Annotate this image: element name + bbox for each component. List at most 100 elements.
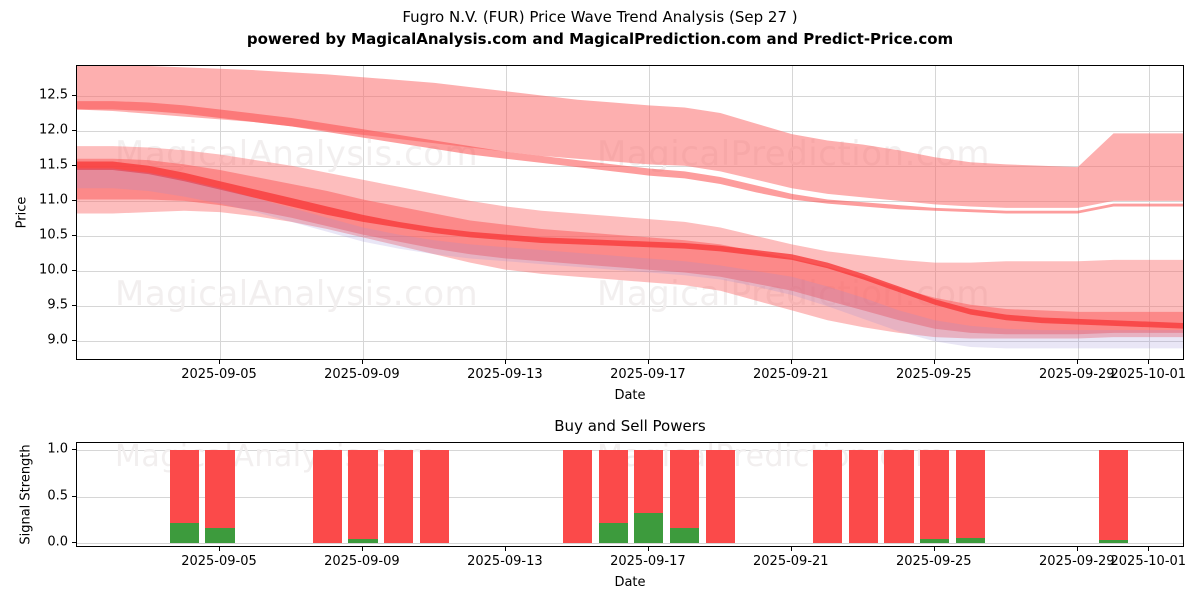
price-x-axis-label: Date: [614, 388, 646, 403]
signal-x-tick-label: 2025-09-17: [610, 554, 686, 569]
signal-x-tick-label: 2025-09-09: [324, 554, 400, 569]
page-title: Fugro N.V. (FUR) Price Wave Trend Analys…: [402, 8, 798, 26]
signal-x-tickmark: [1076, 547, 1078, 551]
buy-power-bar[interactable]: [634, 512, 664, 544]
price-x-tick-label: 2025-09-13: [467, 367, 543, 382]
price-gridline-h: [77, 306, 1183, 308]
signal-gridline-h: [77, 543, 1183, 545]
buy-power-bar[interactable]: [169, 522, 199, 544]
signal-y-axis-label: Signal Strength: [18, 444, 34, 545]
price-band-violet-shadow-band-high: [77, 168, 1183, 349]
price-x-tick-label: 2025-09-09: [324, 367, 400, 382]
buy-power-bar[interactable]: [598, 522, 628, 544]
price-y-axis-label: Price: [14, 196, 30, 229]
signal-x-tick-label: 2025-09-25: [896, 554, 972, 569]
signal-y-tickmark: [72, 495, 76, 497]
signal-y-tickmark: [72, 542, 76, 544]
signal-x-tickmark: [790, 547, 792, 551]
sell-power-bar[interactable]: [419, 450, 450, 544]
price-band-upper-band-outer-high: [77, 66, 1183, 208]
price-y-tickmark: [72, 270, 76, 272]
price-gridline-h: [77, 341, 1183, 343]
price-gridline-v: [220, 66, 221, 359]
price-x-tickmark: [1076, 360, 1078, 364]
price-gridline-h: [77, 95, 1183, 97]
price-x-tick-label: 2025-10-01: [1110, 367, 1187, 382]
price-gridline-v: [934, 66, 936, 359]
sell-power-bar[interactable]: [205, 450, 235, 544]
chart-title-block: Fugro N.V. (FUR) Price Wave Trend Analys…: [0, 6, 1200, 50]
signal-x-tickmark: [361, 547, 363, 551]
sell-power-bar[interactable]: [348, 450, 378, 544]
signal-bars-layer: [77, 443, 1183, 546]
signal-gridline-h: [77, 450, 1183, 452]
price-gridline-h: [77, 200, 1183, 202]
sell-power-bar[interactable]: [384, 450, 414, 544]
sell-power-bar[interactable]: [562, 450, 592, 544]
sell-power-bar[interactable]: [705, 450, 735, 544]
buy-power-bar[interactable]: [205, 528, 235, 544]
price-x-tickmark: [361, 360, 363, 364]
price-gridline-h: [77, 165, 1183, 167]
page-subtitle: powered by MagicalAnalysis.com and Magic…: [246, 30, 954, 48]
signal-x-tick-label: 2025-09-13: [467, 554, 543, 569]
price-x-tick-label: 2025-09-29: [1039, 367, 1115, 382]
price-band-upper-band-inner-high: [77, 101, 1183, 214]
price-gridline-v: [1149, 66, 1151, 359]
price-x-tick-label: 2025-09-25: [896, 367, 972, 382]
signal-y-tick-label: 0.0: [47, 534, 68, 550]
price-band-layers: [77, 66, 1183, 349]
signal-gridline-h: [77, 496, 1183, 498]
sell-power-bar[interactable]: [1098, 450, 1129, 544]
buy-power-bar[interactable]: [670, 528, 700, 544]
sell-power-bar[interactable]: [848, 450, 878, 544]
signal-x-tickmark: [219, 547, 220, 551]
price-y-tickmark: [72, 94, 76, 96]
buy-power-bar[interactable]: [955, 537, 986, 544]
buy-power-bar[interactable]: [348, 538, 378, 544]
price-y-tick-label: 9.5: [47, 297, 68, 313]
signal-y-tickmark: [72, 449, 76, 451]
signal-x-tickmark: [647, 547, 649, 551]
signal-x-tick-label: 2025-10-01: [1110, 554, 1187, 569]
buy-power-bar[interactable]: [1098, 540, 1129, 544]
signal-x-tickmark: [1148, 547, 1150, 551]
signal-y-tick-label: 0.5: [47, 488, 68, 504]
sell-power-bar[interactable]: [812, 450, 843, 544]
price-gridline-v: [648, 66, 650, 359]
signal-plot-area: MagicalAnalysis.com MagicalPrediction.co…: [76, 442, 1184, 547]
price-x-tick-label: 2025-09-17: [610, 367, 686, 382]
price-y-tickmark: [72, 305, 76, 307]
sell-power-bar[interactable]: [670, 450, 700, 544]
price-x-tick-label: 2025-09-05: [181, 367, 257, 382]
sell-power-bar[interactable]: [312, 450, 342, 544]
price-y-tick-label: 10.0: [39, 262, 68, 278]
price-y-tick-label: 9.0: [47, 332, 68, 348]
price-band-core-band-high: [77, 161, 1183, 329]
price-x-tickmark: [790, 360, 792, 364]
sell-power-bar[interactable]: [920, 450, 950, 544]
price-y-tickmark: [72, 199, 76, 201]
price-gridline-h: [77, 271, 1183, 273]
price-y-tick-label: 11.5: [39, 157, 68, 173]
price-gridline-v: [791, 66, 793, 359]
price-gridline-v: [505, 66, 507, 359]
sell-power-bar[interactable]: [884, 450, 914, 544]
price-y-tickmark: [72, 129, 76, 131]
price-x-tick-label: 2025-09-21: [753, 367, 829, 382]
signal-y-tick-label: 1.0: [47, 441, 68, 457]
signal-x-tick-label: 2025-09-29: [1039, 554, 1115, 569]
signal-x-axis-label: Date: [614, 575, 646, 590]
buy-power-bar[interactable]: [920, 538, 950, 544]
signal-x-tickmark: [933, 547, 935, 551]
price-x-tickmark: [933, 360, 935, 364]
price-y-tickmark: [72, 164, 76, 166]
signal-x-tick-label: 2025-09-21: [753, 554, 829, 569]
price-wave-panel: MagicalAnalysis.com MagicalPrediction.co…: [14, 65, 1187, 403]
sell-power-bar[interactable]: [955, 450, 986, 544]
price-y-tick-label: 12.0: [39, 122, 68, 138]
price-y-tick-label: 11.0: [39, 192, 68, 208]
price-y-tick-label: 10.5: [39, 227, 68, 243]
price-y-tick-label: 12.5: [39, 87, 68, 102]
